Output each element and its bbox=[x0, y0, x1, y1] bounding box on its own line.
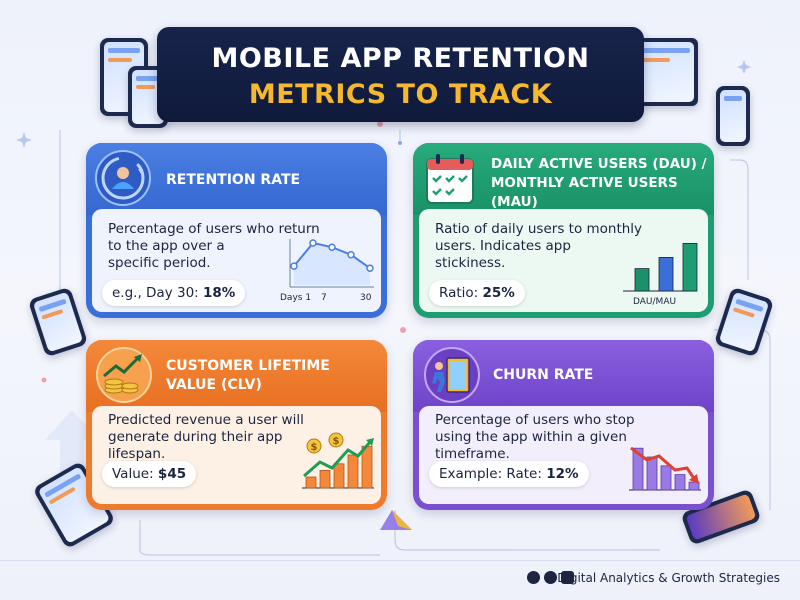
retention-point-0 bbox=[290, 262, 298, 270]
retention-x-label-0: Days 1 bbox=[280, 293, 311, 303]
social-icon-1[interactable] bbox=[527, 571, 540, 584]
retention-point-1 bbox=[309, 239, 317, 247]
churn-bar-chart bbox=[629, 446, 701, 491]
card-dau-mau: DAILY ACTIVE USERS (DAU) / MONTHLY ACTIV… bbox=[413, 143, 714, 318]
social-icon-2[interactable] bbox=[544, 571, 557, 584]
exit-door-icon bbox=[424, 347, 480, 403]
svg-text:$: $ bbox=[311, 442, 318, 453]
clv-bar-4 bbox=[361, 445, 373, 489]
retention-x-label-1: 7 bbox=[321, 293, 327, 303]
user-refresh-icon bbox=[95, 150, 151, 206]
retention-point-4 bbox=[366, 264, 374, 272]
dollar-coin-icon bbox=[306, 438, 322, 454]
retention-example: e.g., Day 30: 18% bbox=[102, 280, 246, 306]
svg-text:$: $ bbox=[333, 436, 340, 447]
dau-bar-chart: DAU/MAU bbox=[623, 242, 698, 307]
title-line-1: MOBILE APP RETENTION bbox=[211, 43, 590, 74]
calendar-check-icon bbox=[426, 154, 474, 204]
card-churn-rate: CHURN RATE Percentage of users who stop … bbox=[413, 340, 714, 510]
retention-line-chart: Days 1 7 30 bbox=[280, 239, 374, 303]
churn-example: Example: Rate: 12% bbox=[429, 461, 589, 487]
clv-bar-2 bbox=[333, 463, 345, 489]
retention-area bbox=[294, 243, 370, 285]
dau-bar-1 bbox=[658, 256, 674, 292]
clv-description: Predicted revenue a user will generate d… bbox=[108, 412, 304, 462]
clv-bar-1 bbox=[319, 470, 331, 489]
clv-example: Value: $45 bbox=[102, 461, 197, 487]
coins-growth-icon bbox=[96, 347, 152, 403]
footer-social-icons bbox=[527, 571, 574, 584]
card-customer-lifetime-value: CUSTOMER LIFETIME VALUE (CLV) Predicted … bbox=[86, 340, 387, 510]
footer-divider bbox=[0, 560, 800, 561]
clv-bar-0 bbox=[305, 476, 317, 489]
churn-title: CHURN RATE bbox=[493, 367, 594, 383]
clv-title: CUSTOMER LIFETIME VALUE (CLV) bbox=[166, 358, 330, 393]
clv-bar-chart: $ $ bbox=[302, 432, 374, 489]
churn-bar-0 bbox=[632, 447, 644, 491]
footer-text: Digital Analytics & Growth Strategies bbox=[557, 571, 780, 585]
retention-title: RETENTION RATE bbox=[166, 172, 301, 188]
clv-bar-3 bbox=[347, 454, 359, 489]
churn-bar-3 bbox=[674, 474, 686, 491]
phone-illustration-right bbox=[716, 86, 750, 146]
retention-description: Percentage of users who return to the ap… bbox=[108, 221, 320, 271]
title-banner: MOBILE APP RETENTION METRICS TO TRACK bbox=[157, 27, 644, 122]
card-retention-rate: RETENTION RATE Percentage of users who r… bbox=[86, 143, 387, 318]
churn-description: Percentage of users who stop using the a… bbox=[435, 412, 635, 462]
dau-description: Ratio of daily users to monthly users. I… bbox=[435, 221, 643, 271]
dau-example: Ratio: 25% bbox=[429, 280, 525, 306]
churn-bar-1 bbox=[646, 456, 658, 491]
title-line-2: METRICS TO TRACK bbox=[248, 79, 553, 110]
dau-title: DAILY ACTIVE USERS (DAU) / MONTHLY ACTIV… bbox=[491, 156, 707, 210]
dau-bar-0 bbox=[634, 268, 650, 292]
retention-point-2 bbox=[328, 243, 336, 251]
dau-chart-label: DAU/MAU bbox=[633, 297, 676, 307]
dollar-coin-icon-2 bbox=[328, 432, 344, 448]
dau-bar-2 bbox=[682, 242, 698, 292]
retention-point-3 bbox=[347, 251, 355, 259]
churn-bar-4 bbox=[688, 481, 700, 491]
retention-x-label-2: 30 bbox=[360, 293, 372, 303]
social-icon-3[interactable] bbox=[561, 571, 574, 584]
churn-bar-2 bbox=[660, 465, 672, 491]
